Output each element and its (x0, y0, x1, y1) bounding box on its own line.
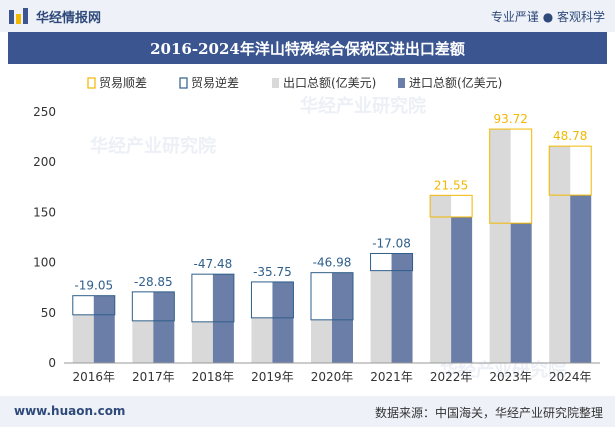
deficit-box (370, 252, 414, 272)
logo-icon (9, 7, 28, 24)
import-bar (332, 272, 353, 363)
legend-swatch-surplus (87, 77, 96, 89)
import-bar (570, 195, 592, 363)
import-bar (212, 274, 234, 363)
y-tick-label: 250 (33, 105, 56, 119)
y-axis: 0 50 100 150 200 250 (33, 105, 56, 370)
watermark: 华经产业研究院 (90, 136, 216, 157)
balance-label: -47.48 (194, 257, 233, 271)
export-bar (311, 319, 332, 363)
y-tick-label: 100 (33, 256, 56, 270)
legend-swatch-export (272, 78, 279, 88)
import-bar (391, 253, 413, 363)
bars: -19.05 -28.85 -47.48 -35.75 -46.98 -17.08 21.5… (72, 112, 592, 363)
legend-label: 贸易顺差 (99, 76, 147, 90)
surplus-box (489, 128, 533, 224)
bar-chart: 贸易顺差 贸易逆差 出口总额(亿美元) 进口总额(亿美元) 0 50 100 150 200 2… (33, 75, 600, 384)
data-source: 数据来源：中国海关，华经产业研究院整理 (374, 406, 603, 420)
footer: www.huaon.com 数据来源：中国海关，华经产业研究院整理 (0, 396, 615, 427)
legend-swatch-deficit (179, 77, 188, 89)
x-tick-label: 2021年 (370, 370, 413, 384)
chart-title: 2016-2024年洋山特殊综合保税区进出口差额 (150, 39, 465, 58)
x-tick-label: 2017年 (132, 370, 175, 384)
export-bar (132, 320, 154, 363)
export-bar (191, 321, 213, 363)
x-axis: 2016年 2017年 2018年 2019年 2020年 2021年 2022年 2023年… (64, 362, 600, 384)
legend: 贸易顺差 贸易逆差 出口总额(亿美元) 进口总额(亿美元) (87, 75, 502, 90)
balance-label: 48.78 (553, 129, 587, 143)
y-tick-label: 150 (33, 205, 56, 219)
x-tick-label: 2018年 (192, 370, 235, 384)
deficit-box (131, 291, 175, 322)
deficit-box (72, 295, 116, 316)
export-bar (72, 314, 94, 363)
x-tick-label: 2024年 (549, 370, 592, 384)
balance-label: 93.72 (493, 112, 527, 126)
deficit-box (310, 272, 354, 321)
export-bar (370, 270, 392, 363)
watermark: 华经产业研究院 (440, 360, 566, 381)
export-bar (251, 317, 273, 363)
balance-label: -17.08 (372, 236, 411, 250)
surplus-box (548, 145, 592, 196)
legend-swatch-import (398, 78, 405, 88)
import-bar (93, 295, 115, 363)
site-url[interactable]: www.huaon.com (14, 404, 126, 418)
legend-label: 进口总额(亿美元) (409, 75, 502, 90)
y-tick-label: 50 (41, 306, 56, 320)
export-bar (489, 129, 511, 363)
x-tick-label: 2016年 (73, 370, 116, 384)
x-tick-label: 2023年 (489, 370, 532, 384)
brand[interactable]: 华经情报网 (8, 7, 101, 26)
import-bar (272, 281, 294, 363)
deficit-box (191, 273, 235, 323)
legend-label: 贸易逆差 (191, 75, 239, 90)
watermark: 华经产业研究院 (300, 96, 426, 117)
balance-label: -46.98 (313, 256, 352, 270)
balance-label: 21.55 (434, 178, 468, 192)
legend-label: 出口总额(亿美元) (283, 75, 376, 90)
balance-label: -19.05 (74, 279, 113, 293)
x-tick-label: 2020年 (311, 370, 354, 384)
y-tick-label: 0 (48, 356, 56, 370)
slogan: 专业严谨 ● 客观科学 (490, 10, 605, 24)
import-bar (153, 291, 175, 363)
deficit-box (250, 281, 294, 319)
brand-name: 华经情报网 (36, 11, 102, 26)
export-bar (549, 146, 571, 363)
import-bar (510, 223, 532, 363)
y-tick-label: 200 (33, 155, 56, 169)
x-tick-label: 2022年 (430, 370, 473, 384)
title-bar: 2016-2024年洋山特殊综合保税区进出口差额 (8, 32, 607, 64)
balance-label: -28.85 (134, 275, 173, 289)
x-tick-label: 2019年 (251, 370, 294, 384)
balance-label: -35.75 (253, 265, 292, 279)
export-bar (430, 195, 452, 363)
import-bar (451, 216, 473, 363)
top-bar: 华经情报网 专业严谨 ● 客观科学 (0, 0, 615, 32)
surplus-box (429, 194, 473, 218)
